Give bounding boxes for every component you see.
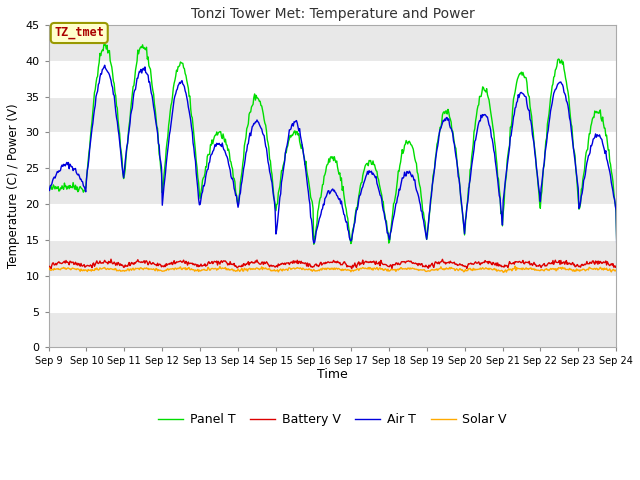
Solar V	[280, 267, 287, 273]
Line: Battery V: Battery V	[49, 259, 640, 269]
Solar V	[257, 266, 265, 272]
Text: TZ_tmet: TZ_tmet	[54, 26, 104, 39]
Air T	[258, 126, 266, 132]
Title: Tonzi Tower Met: Temperature and Power: Tonzi Tower Met: Temperature and Power	[191, 7, 474, 21]
Solar V	[116, 267, 124, 273]
Panel T	[228, 164, 236, 169]
Battery V	[116, 261, 124, 267]
Y-axis label: Temperature (C) / Power (V): Temperature (C) / Power (V)	[7, 104, 20, 268]
Solar V	[448, 265, 456, 271]
Panel T	[449, 128, 456, 134]
Line: Air T: Air T	[49, 65, 640, 253]
Battery V	[45, 263, 52, 269]
Panel T	[258, 103, 266, 109]
Solar V	[227, 267, 235, 273]
X-axis label: Time: Time	[317, 368, 348, 381]
Battery V	[416, 261, 424, 267]
Air T	[281, 159, 289, 165]
Line: Panel T: Panel T	[49, 45, 640, 254]
Bar	[49, 312, 616, 348]
Bar	[49, 168, 616, 204]
Solar V	[511, 263, 519, 269]
Bar	[49, 240, 616, 276]
Panel T	[100, 42, 108, 48]
Panel T	[281, 157, 289, 163]
Panel T	[45, 186, 52, 192]
Solar V	[499, 269, 507, 275]
Battery V	[281, 260, 289, 266]
Air T	[45, 186, 52, 192]
Bar	[49, 25, 616, 61]
Battery V	[228, 262, 236, 267]
Panel T	[116, 144, 124, 149]
Air T	[101, 62, 109, 68]
Legend: Panel T, Battery V, Air T, Solar V: Panel T, Battery V, Air T, Solar V	[154, 408, 511, 432]
Battery V	[388, 266, 396, 272]
Bar	[49, 96, 616, 132]
Battery V	[107, 256, 115, 262]
Line: Solar V: Solar V	[49, 266, 640, 272]
Solar V	[45, 266, 52, 272]
Solar V	[414, 266, 422, 272]
Air T	[228, 176, 236, 181]
Panel T	[415, 178, 422, 184]
Air T	[116, 147, 124, 153]
Air T	[449, 131, 456, 136]
Battery V	[450, 260, 458, 265]
Air T	[415, 194, 422, 200]
Battery V	[258, 259, 266, 265]
